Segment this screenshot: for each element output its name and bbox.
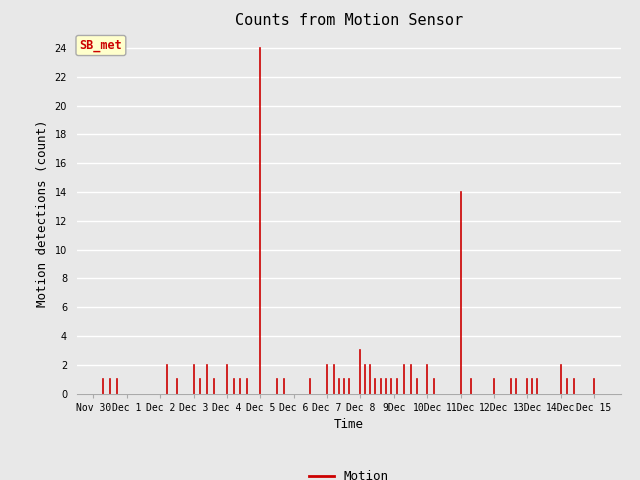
Title: Counts from Motion Sensor: Counts from Motion Sensor (235, 13, 463, 28)
Legend: Motion: Motion (304, 465, 394, 480)
X-axis label: Time: Time (334, 418, 364, 431)
Text: SB_met: SB_met (79, 39, 122, 52)
Y-axis label: Motion detections (count): Motion detections (count) (36, 120, 49, 307)
